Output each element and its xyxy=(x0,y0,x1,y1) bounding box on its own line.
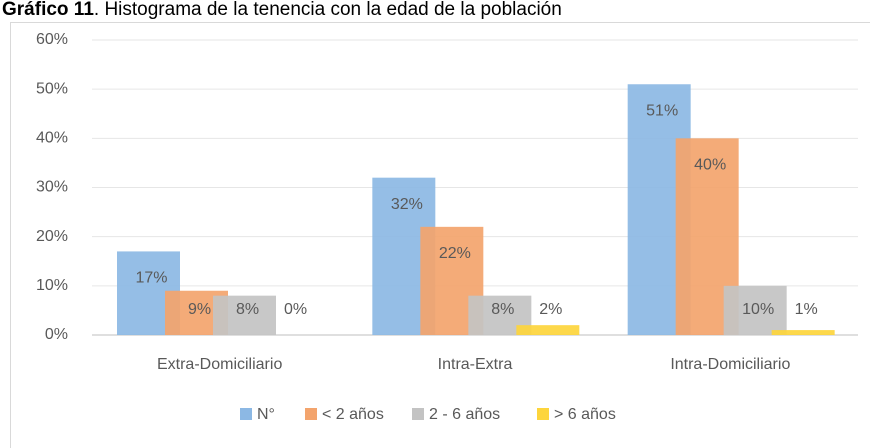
data-label: 8% xyxy=(236,301,259,318)
data-label: 17% xyxy=(135,270,167,287)
y-tick-label: 0% xyxy=(45,326,68,343)
legend-label: N° xyxy=(257,406,275,423)
data-label: 8% xyxy=(491,301,514,318)
legend-label: 2 - 6 años xyxy=(429,406,500,423)
y-tick-label: 60% xyxy=(36,31,68,48)
x-tick-label: Intra-Domiciliario xyxy=(670,356,790,373)
data-label: 10% xyxy=(742,301,774,318)
legend-swatch xyxy=(240,408,252,420)
legend-swatch xyxy=(537,408,549,420)
bar xyxy=(771,330,835,335)
x-tick-label: Intra-Extra xyxy=(438,356,513,373)
chart-title: Gráfico 11. Histograma de la tenencia co… xyxy=(2,0,562,20)
y-tick-label: 20% xyxy=(36,228,68,245)
legend-swatch xyxy=(305,408,317,420)
legend-label: > 6 años xyxy=(554,406,616,423)
legend-swatch xyxy=(412,408,424,420)
data-label: 1% xyxy=(795,301,818,318)
x-tick-label: Extra-Domiciliario xyxy=(157,356,282,373)
data-label: 0% xyxy=(284,301,307,318)
y-tick-label: 50% xyxy=(36,80,68,97)
y-tick-label: 40% xyxy=(36,130,68,147)
title-bold: Gráfico 11 xyxy=(2,0,94,20)
y-tick-label: 30% xyxy=(36,179,68,196)
data-label: 40% xyxy=(694,157,726,174)
bar xyxy=(723,285,787,335)
data-label: 32% xyxy=(391,196,423,213)
y-tick-label: 10% xyxy=(36,277,68,294)
title-rest: . Histograma de la tenencia con la edad … xyxy=(94,0,562,20)
data-label: 2% xyxy=(539,301,562,318)
data-label: 9% xyxy=(188,301,211,318)
legend-label: < 2 años xyxy=(322,406,384,423)
bar xyxy=(213,295,276,335)
bar xyxy=(516,325,580,335)
data-label: 22% xyxy=(439,245,471,262)
data-label: 51% xyxy=(646,102,678,119)
